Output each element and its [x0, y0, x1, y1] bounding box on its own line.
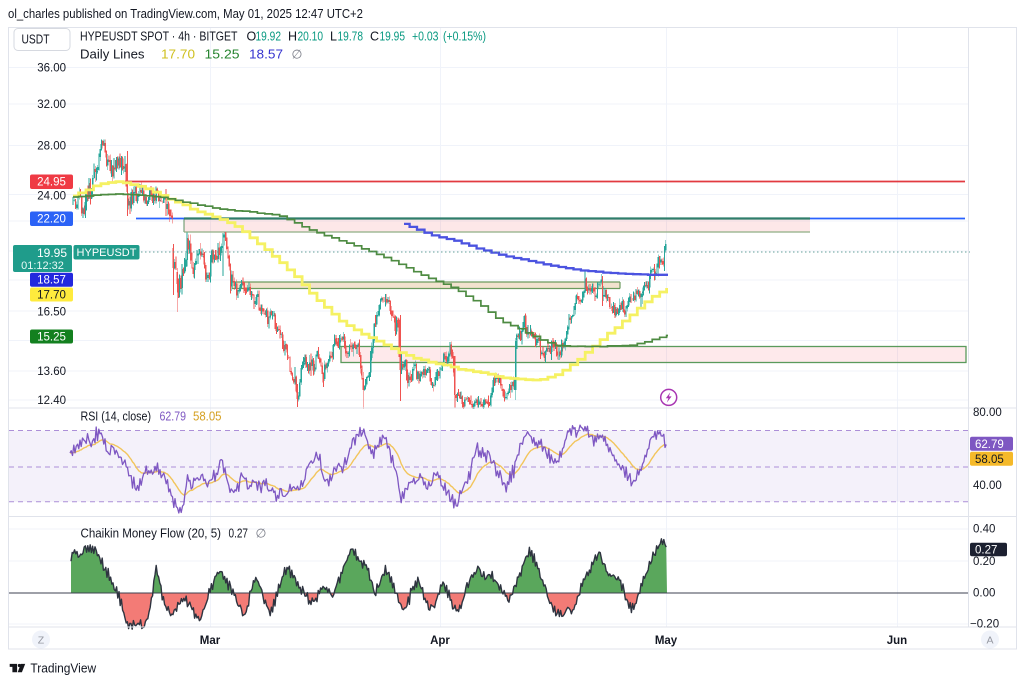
svg-text:0.40: 0.40 — [973, 524, 995, 536]
svg-text:40.00: 40.00 — [973, 480, 1002, 492]
svg-text:L: L — [330, 30, 337, 44]
svg-text:13.60: 13.60 — [37, 366, 66, 378]
svg-text:28.00: 28.00 — [37, 141, 66, 153]
svg-text:0.27: 0.27 — [229, 527, 249, 541]
svg-text:H: H — [288, 30, 297, 44]
svg-text:58.05: 58.05 — [975, 454, 1004, 466]
svg-text:USDT: USDT — [22, 32, 50, 46]
svg-text:Daily Lines: Daily Lines — [80, 48, 145, 62]
svg-text:C: C — [370, 30, 379, 44]
svg-text:0.20: 0.20 — [973, 556, 995, 568]
svg-text:0.27: 0.27 — [975, 545, 997, 557]
svg-text:19.92: 19.92 — [256, 30, 282, 44]
svg-text:Mar: Mar — [200, 635, 221, 647]
svg-text:80.00: 80.00 — [973, 407, 1002, 419]
svg-text:58.05: 58.05 — [193, 410, 222, 424]
svg-text:18.57: 18.57 — [249, 48, 283, 62]
svg-text:32.00: 32.00 — [37, 99, 66, 111]
svg-text:62.79: 62.79 — [975, 439, 1004, 451]
svg-text:15.25: 15.25 — [37, 331, 66, 343]
svg-text:Apr: Apr — [430, 635, 450, 647]
svg-text:ol_charles published on Tradin: ol_charles published on TradingView.com,… — [8, 7, 363, 21]
svg-text:19.95: 19.95 — [380, 30, 406, 44]
svg-text:Z: Z — [38, 635, 45, 647]
svg-text:12.40: 12.40 — [37, 395, 66, 407]
svg-text:−0.20: −0.20 — [970, 619, 999, 631]
svg-text:20.10: 20.10 — [298, 30, 324, 44]
svg-text:17.70: 17.70 — [37, 289, 66, 301]
svg-text:24.95: 24.95 — [37, 177, 66, 189]
svg-text:22.20: 22.20 — [37, 214, 66, 226]
svg-text:+0.03: +0.03 — [412, 30, 439, 44]
svg-text:24.00: 24.00 — [37, 191, 66, 203]
svg-text:0.00: 0.00 — [973, 588, 995, 600]
svg-text:62.79: 62.79 — [160, 410, 187, 424]
svg-text:16.50: 16.50 — [37, 307, 66, 319]
svg-text:19.95: 19.95 — [37, 246, 67, 260]
svg-text:HYPEUSDT: HYPEUSDT — [77, 247, 137, 259]
svg-text:∅: ∅ — [292, 48, 303, 62]
svg-text:HYPEUSDT SPOT · 4h · BITGET: HYPEUSDT SPOT · 4h · BITGET — [80, 30, 238, 44]
svg-text:(+0.15%): (+0.15%) — [443, 30, 486, 44]
svg-text:17.70: 17.70 — [161, 48, 195, 62]
svg-text:TradingView: TradingView — [30, 660, 96, 675]
svg-text:01:12:32: 01:12:32 — [21, 260, 64, 272]
svg-text:19.78: 19.78 — [338, 30, 364, 44]
svg-text:O: O — [247, 30, 257, 44]
svg-text:Jun: Jun — [887, 635, 907, 647]
svg-text:Chaikin Money Flow (20, 5): Chaikin Money Flow (20, 5) — [81, 527, 222, 541]
svg-text:∅: ∅ — [256, 527, 267, 541]
svg-text:RSI (14, close): RSI (14, close) — [81, 410, 152, 424]
svg-text:36.00: 36.00 — [37, 63, 66, 75]
svg-text:A: A — [986, 635, 993, 647]
svg-text:May: May — [655, 635, 678, 647]
svg-text:15.25: 15.25 — [205, 48, 240, 62]
svg-text:18.57: 18.57 — [37, 275, 66, 287]
